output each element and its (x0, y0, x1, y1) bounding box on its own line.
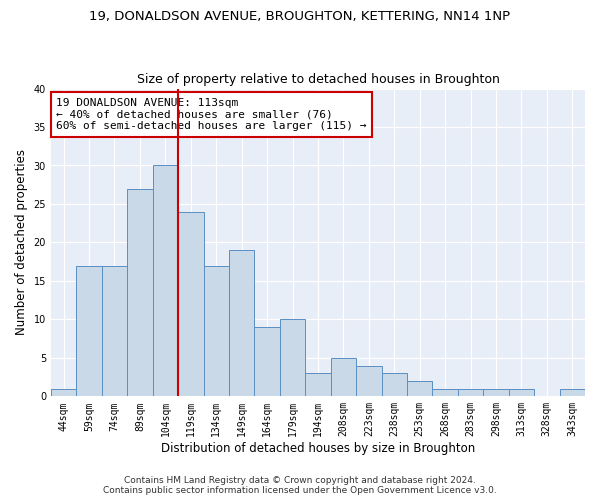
Bar (356, 366, 382, 396)
Bar (178, 212, 203, 396)
Bar (458, 388, 483, 396)
Bar (407, 381, 433, 396)
Bar (229, 250, 254, 396)
Bar (203, 266, 229, 396)
Bar (280, 320, 305, 396)
Bar (305, 373, 331, 396)
Bar (127, 188, 152, 396)
Bar (152, 166, 178, 396)
Text: 19 DONALDSON AVENUE: 113sqm
← 40% of detached houses are smaller (76)
60% of sem: 19 DONALDSON AVENUE: 113sqm ← 40% of det… (56, 98, 367, 131)
Bar (433, 388, 458, 396)
Bar (51, 388, 76, 396)
Bar (331, 358, 356, 397)
Text: 19, DONALDSON AVENUE, BROUGHTON, KETTERING, NN14 1NP: 19, DONALDSON AVENUE, BROUGHTON, KETTERI… (89, 10, 511, 23)
Bar (102, 266, 127, 396)
Text: Contains HM Land Registry data © Crown copyright and database right 2024.
Contai: Contains HM Land Registry data © Crown c… (103, 476, 497, 495)
Y-axis label: Number of detached properties: Number of detached properties (15, 150, 28, 336)
Title: Size of property relative to detached houses in Broughton: Size of property relative to detached ho… (137, 73, 499, 86)
X-axis label: Distribution of detached houses by size in Broughton: Distribution of detached houses by size … (161, 442, 475, 455)
Bar (560, 388, 585, 396)
Bar (483, 388, 509, 396)
Bar (382, 373, 407, 396)
Bar (509, 388, 534, 396)
Bar (254, 327, 280, 396)
Bar (76, 266, 102, 396)
